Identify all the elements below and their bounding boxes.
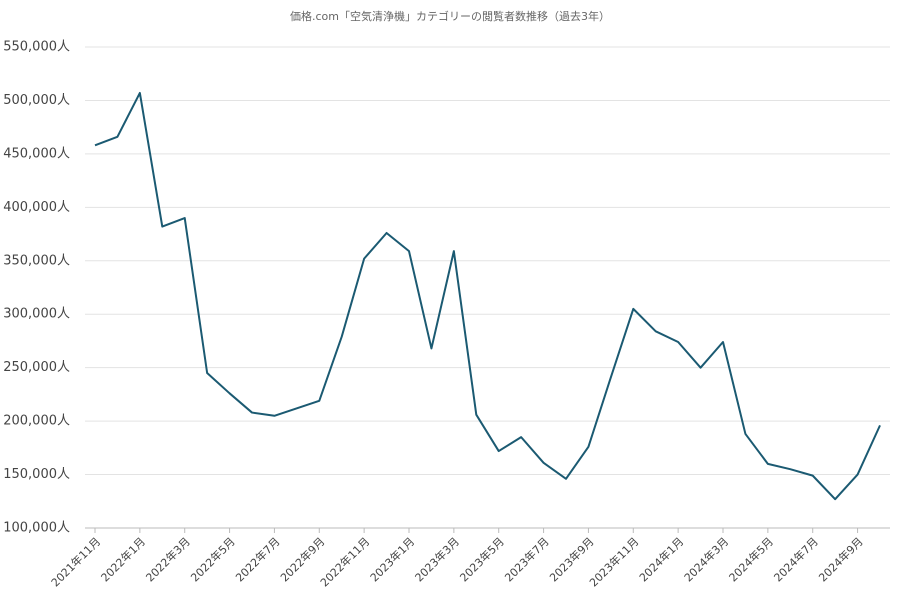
y-tick-label: 150,000人 xyxy=(3,467,70,482)
x-tick-label: 2024年3月 xyxy=(681,534,731,584)
x-tick-label: 2022年1月 xyxy=(98,534,148,584)
x-tick-label: 2024年5月 xyxy=(726,534,776,584)
x-tick-label: 2023年5月 xyxy=(457,534,507,584)
y-tick-label: 100,000人 xyxy=(3,521,70,536)
x-tick-label: 2022年5月 xyxy=(188,534,238,584)
x-tick-label: 2021年11月 xyxy=(48,534,103,589)
x-tick-label: 2024年9月 xyxy=(816,534,866,584)
y-tick-label: 200,000人 xyxy=(3,414,70,429)
chart-title: 価格.com「空気清浄機」カテゴリーの閲覧者数推移（過去3年） xyxy=(290,9,610,23)
x-tick-label: 2024年7月 xyxy=(771,534,821,584)
y-tick-label: 250,000人 xyxy=(3,360,70,375)
y-tick-label: 450,000人 xyxy=(3,146,70,161)
x-tick-label: 2023年3月 xyxy=(412,534,462,584)
y-tick-label: 500,000人 xyxy=(3,93,70,108)
x-tick-label: 2023年7月 xyxy=(502,534,552,584)
x-tick-label: 2023年1月 xyxy=(367,534,417,584)
y-tick-label: 350,000人 xyxy=(3,253,70,268)
x-tick-label: 2024年1月 xyxy=(636,534,686,584)
x-tick-label: 2022年7月 xyxy=(232,534,282,584)
y-tick-label: 300,000人 xyxy=(3,307,70,322)
x-tick-label: 2022年3月 xyxy=(143,534,193,584)
y-tick-label: 550,000人 xyxy=(3,40,70,55)
line xyxy=(94,91,881,501)
y-tick-label: 400,000人 xyxy=(3,200,70,215)
